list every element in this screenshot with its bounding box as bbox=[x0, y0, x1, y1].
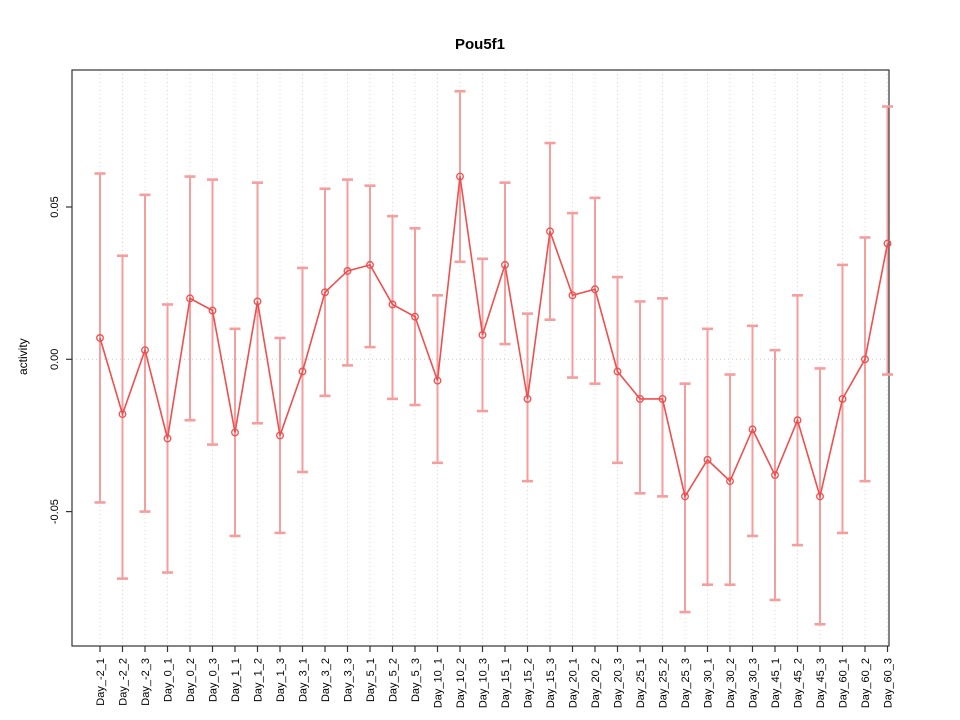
x-tick-label: Day_0_2 bbox=[185, 658, 197, 702]
x-tick-label: Day_60_3 bbox=[883, 658, 895, 708]
data-point-marker bbox=[546, 227, 554, 236]
x-tick-label: Day_45_2 bbox=[793, 658, 805, 708]
x-tick-label: Day_5_1 bbox=[365, 658, 377, 702]
data-point-marker bbox=[118, 410, 127, 419]
x-tick-label: Day_5_3 bbox=[410, 658, 422, 702]
data-point-marker bbox=[456, 172, 464, 181]
x-tick-label: Day_10_2 bbox=[455, 658, 467, 708]
data-point-marker bbox=[681, 492, 689, 501]
data-point-marker bbox=[208, 306, 217, 315]
data-point-marker bbox=[163, 434, 172, 443]
x-tick-label: Day_1_1 bbox=[230, 658, 242, 702]
data-point-marker bbox=[838, 394, 847, 403]
data-point-marker bbox=[636, 394, 644, 403]
data-point-marker bbox=[501, 260, 509, 269]
data-point-marker bbox=[321, 288, 329, 297]
x-tick-label: Day_0_3 bbox=[208, 658, 220, 702]
x-tick-label: Day_45_1 bbox=[770, 658, 782, 708]
data-line bbox=[99, 176, 889, 500]
data-point-marker bbox=[186, 294, 194, 303]
plot-border bbox=[71, 69, 890, 647]
y-tick-label: -0.05 bbox=[49, 499, 61, 524]
x-tick-label: Day_1_3 bbox=[275, 658, 287, 702]
x-tick-label: Day_-2_2 bbox=[118, 658, 130, 706]
x-tick-label: Day_3_1 bbox=[298, 658, 310, 702]
data-point-marker bbox=[883, 239, 892, 248]
data-point-marker bbox=[591, 285, 599, 294]
x-tick-label: Day_20_3 bbox=[613, 658, 625, 708]
y-tick-label: 0.00 bbox=[49, 349, 61, 370]
x-tick-label: Day_30_3 bbox=[748, 658, 760, 708]
x-tick-label: Day_20_2 bbox=[590, 658, 602, 708]
x-tick-label: Day_30_2 bbox=[725, 658, 737, 708]
data-point-marker bbox=[861, 355, 869, 364]
x-tick-label: Day_-2_3 bbox=[140, 658, 152, 706]
data-point-marker bbox=[478, 330, 487, 339]
data-point-marker bbox=[726, 477, 734, 486]
x-tick-label: Day_3_3 bbox=[343, 658, 355, 702]
x-tick-label: Day_30_1 bbox=[703, 658, 715, 708]
x-tick-label: Day_60_1 bbox=[838, 658, 850, 708]
data-point-marker bbox=[141, 346, 149, 355]
data-point-marker bbox=[816, 492, 824, 501]
data-point-marker bbox=[276, 431, 284, 440]
chart-title: Pou5f1 bbox=[454, 36, 505, 53]
x-tick-label: Day_10_1 bbox=[433, 658, 445, 708]
data-point-marker bbox=[231, 428, 239, 437]
data-point-marker bbox=[298, 367, 307, 376]
data-point-marker bbox=[433, 376, 442, 385]
data-point-marker bbox=[253, 297, 262, 306]
data-point-marker bbox=[703, 455, 712, 464]
x-tick-label: Day_3_2 bbox=[320, 658, 332, 702]
x-tick-label: Day_45_3 bbox=[815, 658, 827, 708]
data-point-marker bbox=[388, 300, 397, 309]
x-tick-label: Day_15_2 bbox=[523, 658, 535, 708]
data-point-marker bbox=[343, 267, 352, 275]
x-tick-label: Day_10_3 bbox=[478, 658, 490, 708]
y-tick-label: 0.05 bbox=[49, 196, 61, 217]
x-tick-label: Day_5_2 bbox=[388, 658, 400, 702]
data-point-marker bbox=[568, 291, 577, 300]
data-point-marker bbox=[748, 425, 757, 434]
data-point-marker bbox=[411, 312, 419, 321]
x-tick-label: Day_1_2 bbox=[253, 658, 265, 702]
x-tick-label: Day_25_1 bbox=[635, 658, 647, 708]
x-tick-label: Day_15_3 bbox=[545, 658, 557, 708]
data-point-marker bbox=[96, 334, 104, 342]
x-tick-label: Day_25_2 bbox=[658, 658, 670, 708]
x-tick-label: Day_60_2 bbox=[860, 658, 872, 708]
data-point-marker bbox=[523, 394, 532, 403]
x-tick-label: Day_15_1 bbox=[500, 658, 512, 708]
data-point-marker bbox=[771, 471, 779, 479]
data-point-marker bbox=[366, 260, 374, 269]
x-tick-label: Day_20_1 bbox=[568, 658, 580, 708]
data-point-marker bbox=[613, 367, 622, 376]
x-tick-label: Day_-2_1 bbox=[95, 658, 107, 706]
x-tick-label: Day_0_1 bbox=[163, 658, 175, 702]
x-tick-label: Day_25_3 bbox=[680, 658, 692, 708]
data-point-marker bbox=[658, 394, 667, 403]
data-point-marker bbox=[793, 416, 802, 425]
